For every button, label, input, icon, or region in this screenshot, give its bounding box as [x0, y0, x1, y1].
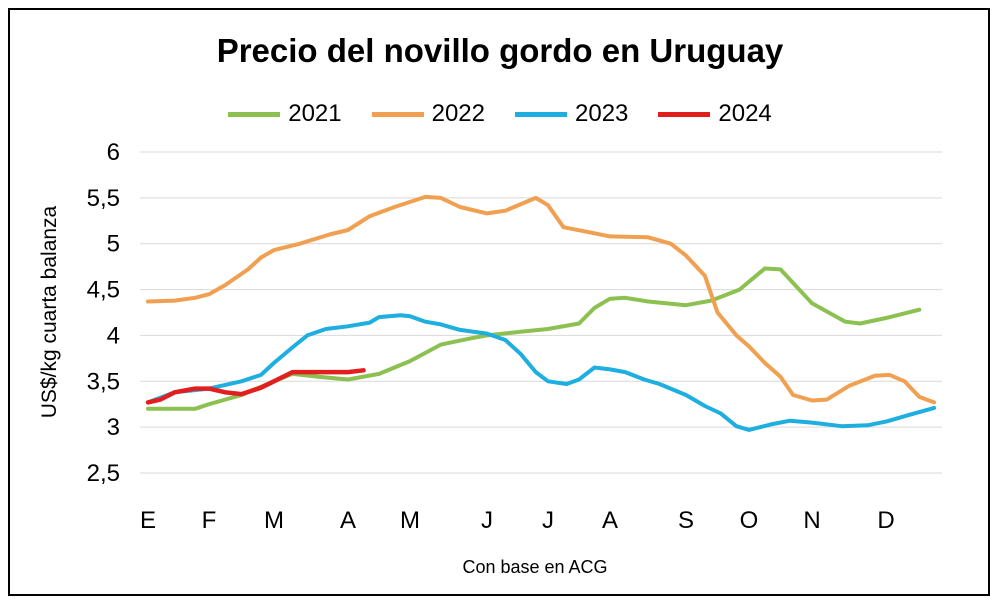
legend-item-2021: 2021 [228, 100, 342, 128]
x-tick-label: J [542, 507, 554, 534]
x-tick-label: A [340, 507, 356, 534]
legend-swatch [515, 111, 567, 117]
legend-label: 2023 [575, 100, 629, 127]
y-tick-label: 3 [107, 414, 120, 441]
x-tick-label: D [877, 507, 894, 534]
legend-swatch [371, 111, 424, 117]
y-tick-label: 2,5 [87, 460, 120, 487]
y-tick-label: 6 [107, 139, 120, 166]
y-tick-label: 4 [107, 322, 120, 349]
x-tick-label: J [481, 507, 493, 534]
legend-swatch [658, 111, 711, 117]
series-line-2024 [145, 368, 366, 405]
x-tick-label: O [740, 507, 759, 534]
legend-item-2022: 2022 [371, 100, 485, 128]
series-line-2023 [146, 313, 937, 432]
x-tick-label: E [140, 507, 156, 534]
legend-item-2023: 2023 [515, 100, 628, 128]
x-tick-label: M [400, 507, 420, 534]
legend-label: 2024 [718, 100, 772, 127]
x-tick-label: S [678, 507, 694, 534]
legend-label: 2022 [431, 100, 485, 127]
legend-label: 2021 [288, 100, 342, 127]
y-tick-label: 5,5 [87, 185, 120, 212]
legend-item-2024: 2024 [658, 100, 772, 128]
y-tick-label: 4,5 [87, 277, 120, 304]
legend-swatch [228, 111, 281, 117]
x-tick-label: F [202, 507, 217, 534]
legend: 2021 2022 2023 2024 [0, 100, 1000, 128]
x-tick-label: M [264, 507, 284, 534]
chart-frame [8, 8, 990, 596]
x-tick-label: N [803, 507, 820, 534]
y-tick-label: 5 [107, 231, 120, 258]
chart-title: Precio del novillo gordo en Uruguay [216, 32, 784, 69]
x-axis-label: Con base en ACG [462, 557, 608, 577]
y-tick-label: 3,5 [87, 368, 120, 395]
x-tick-label: A [602, 507, 618, 534]
series-line-2022 [146, 194, 937, 405]
